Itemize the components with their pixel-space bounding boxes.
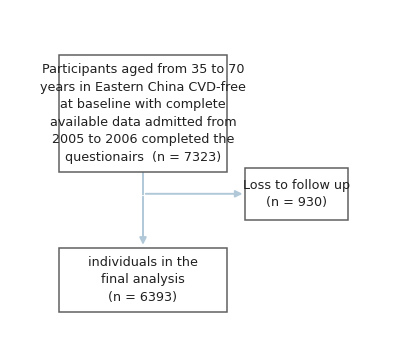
Text: individuals in the
final analysis
(n = 6393): individuals in the final analysis (n = 6…: [88, 256, 198, 304]
FancyBboxPatch shape: [59, 55, 227, 172]
Text: Loss to follow up
(n = 930): Loss to follow up (n = 930): [243, 179, 350, 209]
FancyBboxPatch shape: [59, 248, 227, 312]
FancyBboxPatch shape: [245, 168, 348, 220]
Text: Participants aged from 35 to 70
years in Eastern China CVD-free
at baseline with: Participants aged from 35 to 70 years in…: [40, 63, 246, 164]
